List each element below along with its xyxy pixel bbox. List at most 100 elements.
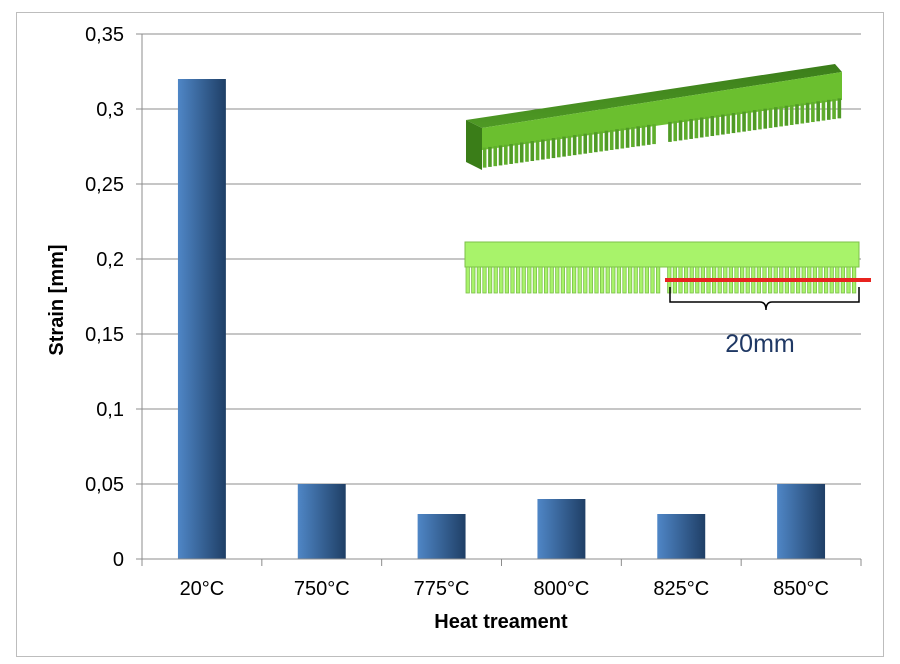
bar bbox=[537, 499, 586, 559]
comb-side-tooth bbox=[572, 266, 577, 294]
comb-side-tooth bbox=[577, 266, 582, 294]
comb-3d-view bbox=[466, 64, 842, 170]
comb-3d-tooth bbox=[514, 143, 519, 164]
comb-3d-tooth bbox=[530, 141, 535, 162]
x-axis-label: Heat treament bbox=[434, 611, 568, 633]
comb-side-tooth bbox=[583, 266, 588, 294]
comb-3d-tooth bbox=[609, 129, 614, 150]
comb-3d-tooth bbox=[604, 130, 609, 151]
comb-3d-tooth bbox=[482, 147, 487, 168]
comb-3d-tooth bbox=[768, 107, 773, 128]
comb-3d-tooth bbox=[689, 118, 693, 139]
comb-side-tooth bbox=[499, 266, 504, 294]
comb-3d-tooth bbox=[774, 107, 778, 128]
comb-3d-top-face bbox=[466, 64, 842, 128]
comb-side-tooth bbox=[544, 266, 549, 294]
comb-side-tooth bbox=[588, 266, 594, 294]
x-tick-label: 20°C bbox=[180, 578, 225, 600]
comb-side-tooth bbox=[616, 266, 622, 294]
comb-3d-tooth bbox=[504, 144, 508, 165]
comb-3d-tooth bbox=[599, 131, 603, 152]
comb-3d-front-face bbox=[482, 72, 842, 150]
comb-3d-tooth bbox=[562, 136, 566, 157]
comb-3d-tooth bbox=[588, 132, 593, 153]
bar bbox=[657, 514, 706, 559]
comb-3d-tooth bbox=[535, 140, 540, 161]
comb-3d-tooth bbox=[789, 104, 794, 125]
comb-3d-tooth bbox=[572, 135, 577, 156]
comb-side-tooth bbox=[476, 266, 482, 294]
comb-3d-tooth bbox=[519, 142, 524, 163]
y-tick-label: 0 bbox=[113, 549, 124, 571]
comb-3d-tooth bbox=[646, 124, 651, 145]
x-tick-labels: 20°C 750°C 775°C 800°C 825°C 850°C bbox=[180, 578, 829, 600]
comb-side-tooth bbox=[566, 266, 571, 294]
comb-3d-tooth bbox=[684, 119, 688, 140]
comb-3d-tooth bbox=[578, 134, 582, 155]
comb-side-tooth bbox=[560, 266, 566, 294]
comb-3d-tooth bbox=[758, 109, 762, 130]
comb-3d-tooth bbox=[837, 98, 842, 119]
comb-3d-tooth bbox=[493, 146, 498, 167]
x-tick-label: 775°C bbox=[414, 578, 470, 600]
comb-side-tooth bbox=[487, 266, 493, 294]
comb-3d-tooth bbox=[583, 133, 588, 154]
comb-3d-tooth bbox=[731, 113, 736, 134]
comb-side-tooth bbox=[465, 266, 470, 294]
comb-3d-tooth bbox=[546, 138, 550, 159]
comb-3d-tooth bbox=[498, 145, 503, 166]
comb-3d-tooth bbox=[678, 120, 683, 141]
comb-side-tooth bbox=[516, 266, 521, 294]
comb-3d-tooth bbox=[726, 113, 730, 134]
comb-3d-tooth bbox=[694, 118, 699, 139]
comb-side-tooth bbox=[622, 266, 627, 294]
y-tick-label: 0,25 bbox=[85, 174, 124, 196]
y-tick-label: 0,2 bbox=[96, 249, 124, 271]
comb-3d-tooth bbox=[763, 108, 768, 129]
comb-3d-tooth bbox=[620, 128, 625, 149]
inset-illustration: 20mm bbox=[464, 64, 871, 358]
bar bbox=[777, 484, 826, 559]
comb-3d-tooth bbox=[805, 102, 810, 123]
comb-side-tooth bbox=[656, 266, 661, 294]
comb-side-tooth bbox=[600, 266, 605, 294]
comb-side-tooth bbox=[510, 266, 515, 294]
comb-3d-tooth bbox=[636, 126, 640, 147]
comb-3d-tooth bbox=[551, 138, 556, 159]
comb-3d-tooth bbox=[631, 127, 635, 148]
axes bbox=[141, 34, 862, 566]
bar bbox=[177, 79, 226, 559]
comb-side-tooth bbox=[493, 266, 498, 294]
y-tick-label: 0,15 bbox=[85, 324, 124, 346]
dimension-label: 20mm bbox=[725, 330, 794, 358]
comb-3d-tooth bbox=[625, 127, 630, 148]
comb-3d-tooth bbox=[673, 121, 678, 142]
comb-3d-tooth bbox=[816, 101, 820, 122]
gridlines bbox=[136, 33, 861, 560]
comb-3d-tooth bbox=[826, 99, 831, 120]
x-tick-label: 850°C bbox=[773, 578, 829, 600]
comb-3d-tooth bbox=[594, 132, 598, 153]
comb-side-tooth bbox=[527, 266, 532, 294]
bar bbox=[297, 484, 346, 559]
comb-3d-tooth bbox=[699, 117, 704, 138]
comb-3d-tooth bbox=[509, 143, 513, 164]
comb-3d-tooth bbox=[811, 102, 815, 123]
comb-3d-tooth bbox=[488, 146, 492, 167]
bar bbox=[417, 514, 466, 559]
comb-side-view: 20mm bbox=[464, 241, 871, 358]
comb-side-tooth bbox=[471, 266, 476, 294]
comb-3d-tooth bbox=[736, 112, 741, 133]
comb-side-tooth bbox=[555, 266, 560, 294]
comb-3d-tooth bbox=[784, 105, 789, 126]
comb-side-tooth bbox=[639, 266, 644, 294]
comb-side-tooth bbox=[650, 266, 655, 294]
comb-side-tooth bbox=[605, 266, 610, 294]
comb-3d-tooth bbox=[567, 135, 572, 156]
comb-3d-tooth bbox=[705, 116, 709, 137]
comb-side-tooth bbox=[482, 266, 487, 294]
comb-side-tooth bbox=[521, 266, 526, 294]
comb-3d-tooth bbox=[747, 110, 752, 131]
comb-side-tooth bbox=[628, 266, 633, 294]
comb-3d-tooth bbox=[641, 125, 646, 146]
